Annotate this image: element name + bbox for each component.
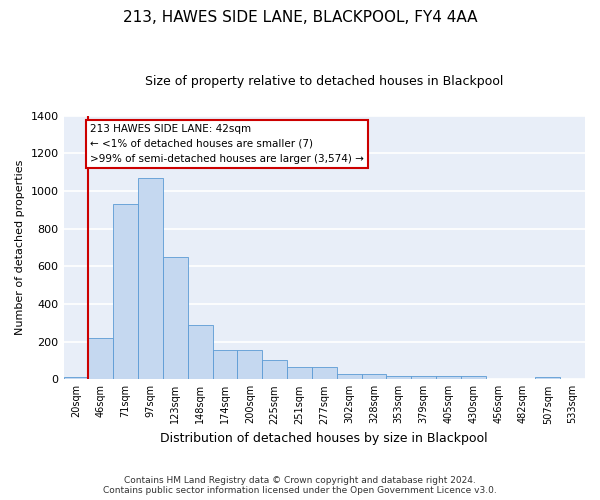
Bar bbox=[337, 374, 362, 380]
Bar bbox=[461, 376, 485, 380]
Bar bbox=[312, 367, 337, 380]
Bar bbox=[138, 178, 163, 380]
Text: 213, HAWES SIDE LANE, BLACKPOOL, FY4 4AA: 213, HAWES SIDE LANE, BLACKPOOL, FY4 4AA bbox=[123, 10, 477, 25]
Bar bbox=[411, 376, 436, 380]
Bar bbox=[287, 367, 312, 380]
Bar bbox=[535, 378, 560, 380]
Bar bbox=[188, 324, 212, 380]
Text: 213 HAWES SIDE LANE: 42sqm
← <1% of detached houses are smaller (7)
>99% of semi: 213 HAWES SIDE LANE: 42sqm ← <1% of deta… bbox=[91, 124, 364, 164]
Text: Contains HM Land Registry data © Crown copyright and database right 2024.
Contai: Contains HM Land Registry data © Crown c… bbox=[103, 476, 497, 495]
Bar bbox=[238, 350, 262, 380]
Bar bbox=[212, 350, 238, 380]
Bar bbox=[88, 338, 113, 380]
Bar bbox=[163, 257, 188, 380]
Bar bbox=[262, 360, 287, 380]
X-axis label: Distribution of detached houses by size in Blackpool: Distribution of detached houses by size … bbox=[160, 432, 488, 445]
Bar bbox=[113, 204, 138, 380]
Y-axis label: Number of detached properties: Number of detached properties bbox=[15, 160, 25, 335]
Bar bbox=[436, 376, 461, 380]
Title: Size of property relative to detached houses in Blackpool: Size of property relative to detached ho… bbox=[145, 75, 503, 88]
Bar bbox=[64, 378, 88, 380]
Bar bbox=[362, 374, 386, 380]
Bar bbox=[386, 376, 411, 380]
